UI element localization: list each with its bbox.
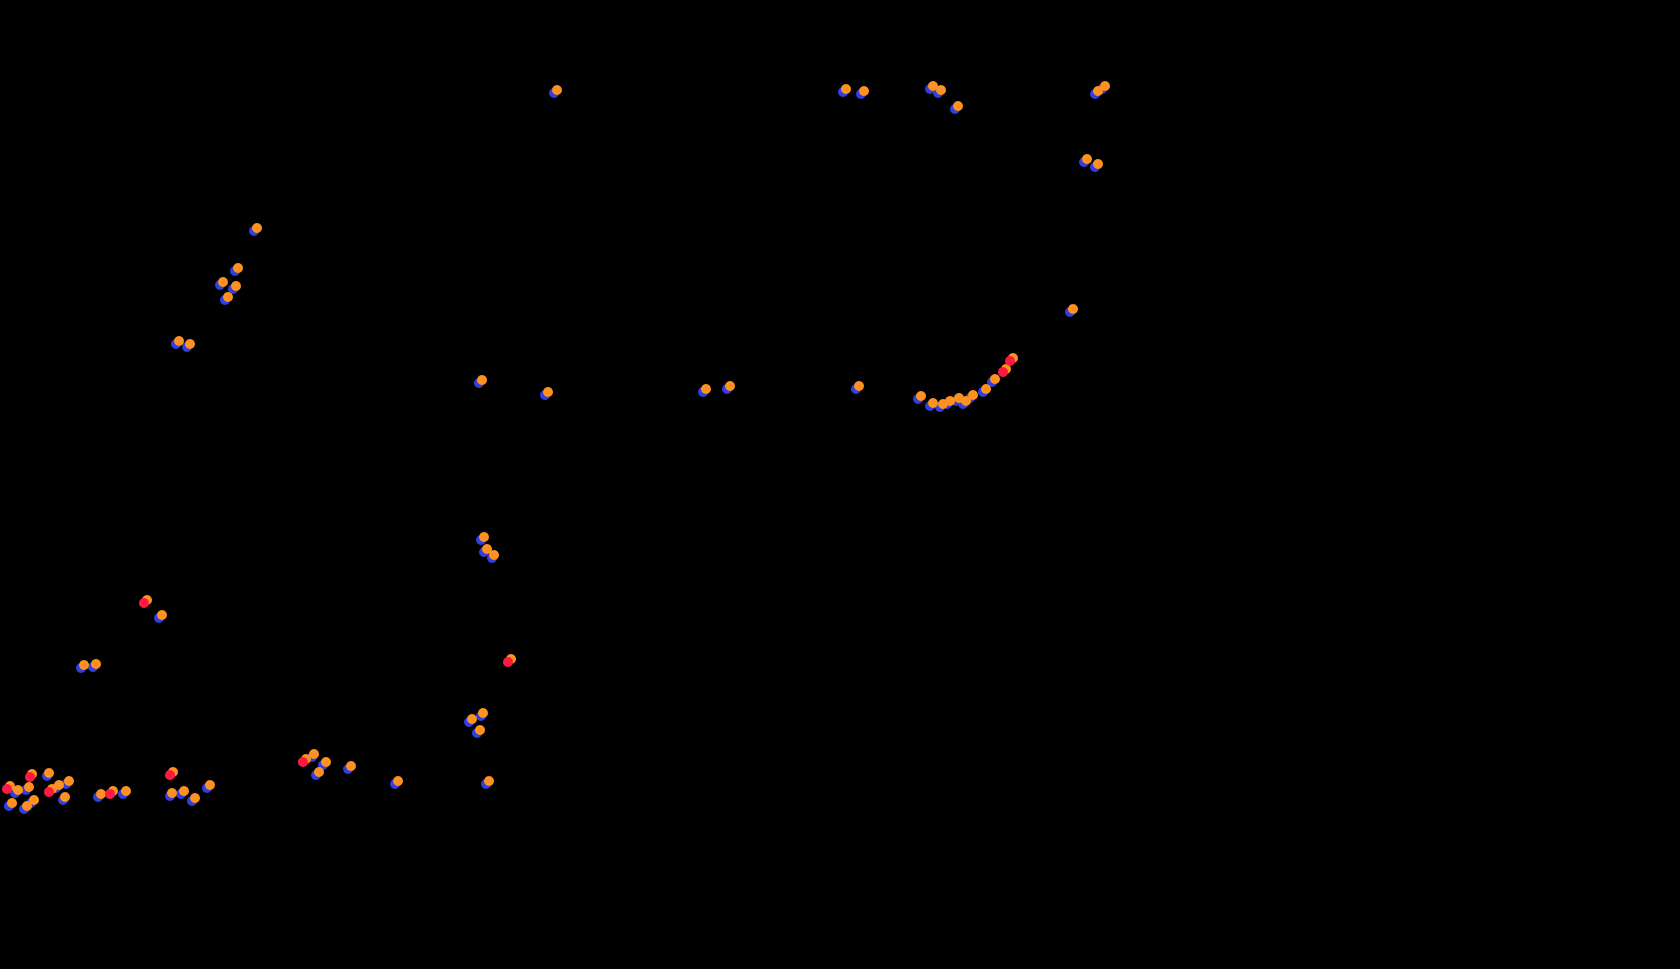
point-orange: [489, 550, 499, 560]
point-red: [1005, 356, 1015, 366]
point-orange: [543, 387, 553, 397]
point-orange: [552, 85, 562, 95]
point-orange: [157, 610, 167, 620]
point-orange: [91, 659, 101, 669]
point-orange: [477, 375, 487, 385]
point-orange: [1100, 81, 1110, 91]
point-orange: [953, 101, 963, 111]
point-orange: [24, 782, 34, 792]
point-orange: [478, 708, 488, 718]
point-orange: [223, 292, 233, 302]
point-orange: [321, 757, 331, 767]
point-orange: [167, 788, 177, 798]
point-orange: [346, 761, 356, 771]
point-orange: [64, 776, 74, 786]
point-orange: [981, 384, 991, 394]
point-orange: [475, 725, 485, 735]
point-orange: [7, 798, 17, 808]
point-orange: [479, 532, 489, 542]
point-red: [25, 772, 35, 782]
point-red: [503, 657, 513, 667]
point-red: [998, 367, 1008, 377]
point-orange: [185, 339, 195, 349]
point-orange: [841, 84, 851, 94]
point-orange: [13, 785, 23, 795]
point-orange: [60, 792, 70, 802]
point-red: [298, 757, 308, 767]
point-orange: [54, 780, 64, 790]
point-orange: [701, 384, 711, 394]
point-orange: [928, 398, 938, 408]
point-orange: [1082, 154, 1092, 164]
point-red: [2, 784, 12, 794]
point-orange: [936, 85, 946, 95]
point-orange: [968, 390, 978, 400]
point-orange: [484, 776, 494, 786]
point-orange: [231, 281, 241, 291]
point-orange: [916, 391, 926, 401]
point-orange: [29, 795, 39, 805]
point-orange: [179, 786, 189, 796]
point-orange: [393, 776, 403, 786]
point-orange: [233, 263, 243, 273]
point-orange: [467, 714, 477, 724]
point-orange: [1068, 304, 1078, 314]
point-orange: [121, 786, 131, 796]
point-red: [165, 770, 175, 780]
point-red: [105, 789, 115, 799]
point-orange: [314, 767, 324, 777]
point-orange: [252, 223, 262, 233]
point-orange: [190, 793, 200, 803]
point-orange: [79, 660, 89, 670]
point-red: [139, 598, 149, 608]
point-orange: [854, 381, 864, 391]
point-orange: [859, 86, 869, 96]
point-orange: [44, 768, 54, 778]
point-red: [44, 787, 54, 797]
scatter-plot: [0, 0, 1680, 969]
point-orange: [205, 780, 215, 790]
point-orange: [309, 749, 319, 759]
point-orange: [725, 381, 735, 391]
point-orange: [218, 277, 228, 287]
point-orange: [174, 336, 184, 346]
point-orange: [1093, 159, 1103, 169]
